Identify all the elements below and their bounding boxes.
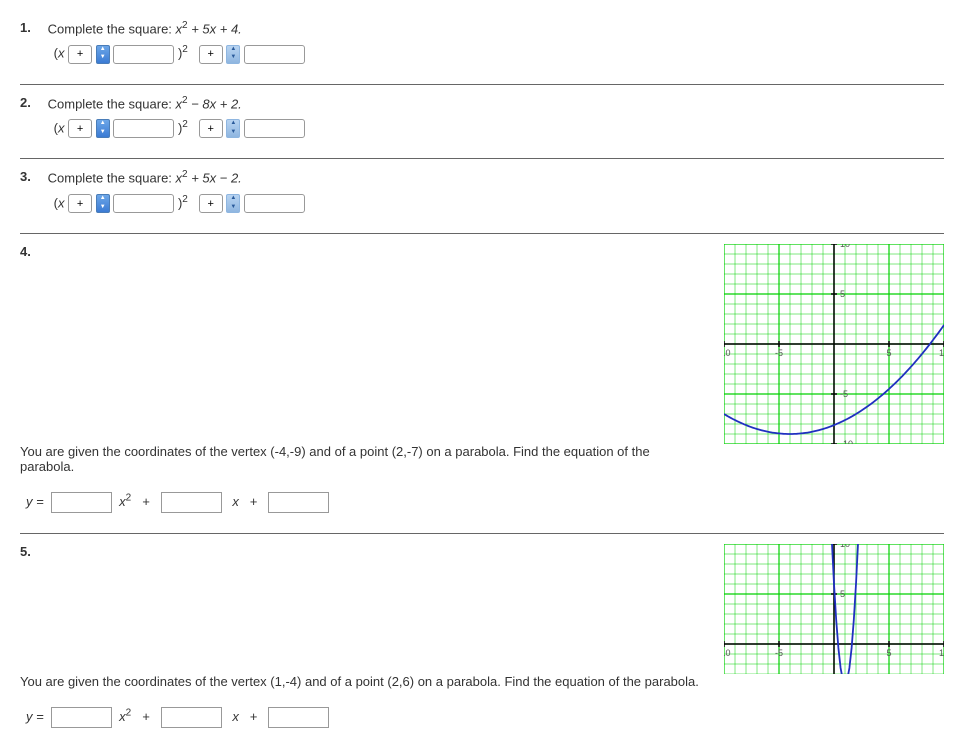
problem-4: -10-10-5-5551010 4. You are given the co… bbox=[20, 234, 944, 534]
sign1-stepper[interactable]: ▲ ▼ bbox=[96, 45, 110, 64]
problem-prompt: You are given the coordinates of the ver… bbox=[20, 674, 700, 689]
problem-5: -10-5551010 5. You are given the coordin… bbox=[20, 534, 944, 728]
parabola-graph: -10-5551010 bbox=[724, 544, 944, 674]
problem-number: 1. bbox=[20, 20, 44, 35]
sign1-input[interactable] bbox=[68, 194, 92, 213]
coef-b-input[interactable] bbox=[161, 492, 222, 513]
sign1-input[interactable] bbox=[68, 119, 92, 138]
problem-prompt: Complete the square: x2 − 8x + 2. bbox=[48, 95, 942, 111]
svg-text:10: 10 bbox=[840, 244, 850, 249]
sign2-stepper-down[interactable]: ▼ bbox=[227, 129, 239, 138]
coef-b-input[interactable] bbox=[161, 707, 222, 728]
h-input[interactable] bbox=[113, 194, 174, 213]
sign2-input[interactable] bbox=[199, 119, 223, 138]
svg-text:-5: -5 bbox=[775, 348, 783, 358]
h-input[interactable] bbox=[113, 119, 174, 138]
problem-3: 3. Complete the square: x2 + 5x − 2. (x … bbox=[20, 159, 944, 234]
k-input[interactable] bbox=[244, 45, 305, 64]
sign1-stepper-up[interactable]: ▲ bbox=[97, 46, 109, 55]
k-input[interactable] bbox=[244, 194, 305, 213]
answer-row: (x ▲ ▼ )2 ▲ ▼ bbox=[54, 194, 942, 213]
sign2-stepper-down[interactable]: ▼ bbox=[227, 54, 239, 63]
sign2-stepper-up[interactable]: ▲ bbox=[227, 46, 239, 55]
sign1-stepper-up[interactable]: ▲ bbox=[97, 195, 109, 204]
sign1-input[interactable] bbox=[68, 45, 92, 64]
sign2-stepper-down[interactable]: ▼ bbox=[227, 204, 239, 213]
sign1-stepper-down[interactable]: ▼ bbox=[97, 204, 109, 213]
problem-number: 2. bbox=[20, 95, 44, 110]
coef-c-input[interactable] bbox=[268, 707, 329, 728]
problem-2: 2. Complete the square: x2 − 8x + 2. (x … bbox=[20, 85, 944, 160]
problem-prompt: You are given the coordinates of the ver… bbox=[20, 444, 700, 474]
svg-text:-10: -10 bbox=[724, 348, 731, 358]
answer-row: (x ▲ ▼ )2 ▲ ▼ bbox=[54, 119, 942, 138]
coef-c-input[interactable] bbox=[268, 492, 329, 513]
parabola-graph: -10-10-5-5551010 bbox=[724, 244, 944, 444]
svg-text:10: 10 bbox=[840, 544, 850, 549]
sign2-stepper-up[interactable]: ▲ bbox=[227, 195, 239, 204]
sign2-stepper-up[interactable]: ▲ bbox=[227, 120, 239, 129]
sign2-input[interactable] bbox=[199, 194, 223, 213]
problem-number: 3. bbox=[20, 169, 44, 184]
equation-row: y = x2 + x + bbox=[26, 492, 914, 513]
problem-number: 4. bbox=[20, 244, 44, 259]
problem-1: 1. Complete the square: x2 + 5x + 4. (x … bbox=[20, 10, 944, 85]
equation-row: y = x2 + x + bbox=[26, 707, 914, 728]
sign1-stepper-down[interactable]: ▼ bbox=[97, 54, 109, 63]
k-input[interactable] bbox=[244, 119, 305, 138]
coef-a-input[interactable] bbox=[51, 492, 112, 513]
sign1-stepper[interactable]: ▲ ▼ bbox=[96, 119, 110, 138]
svg-text:5: 5 bbox=[840, 589, 845, 599]
sign2-input[interactable] bbox=[199, 45, 223, 64]
svg-text:10: 10 bbox=[939, 348, 944, 358]
svg-text:-5: -5 bbox=[840, 389, 848, 399]
sign1-stepper[interactable]: ▲ ▼ bbox=[96, 194, 110, 213]
problem-prompt: Complete the square: x2 + 5x − 2. bbox=[48, 169, 942, 185]
sign2-stepper[interactable]: ▲ ▼ bbox=[226, 119, 240, 138]
answer-row: (x ▲ ▼ )2 ▲ ▼ bbox=[54, 44, 942, 63]
sign2-stepper[interactable]: ▲ ▼ bbox=[226, 194, 240, 213]
sign2-stepper[interactable]: ▲ ▼ bbox=[226, 45, 240, 64]
problem-prompt: Complete the square: x2 + 5x + 4. bbox=[48, 20, 942, 36]
h-input[interactable] bbox=[113, 45, 174, 64]
coef-a-input[interactable] bbox=[51, 707, 112, 728]
svg-text:5: 5 bbox=[886, 348, 891, 358]
problem-number: 5. bbox=[20, 544, 44, 559]
sign1-stepper-up[interactable]: ▲ bbox=[97, 120, 109, 129]
svg-text:5: 5 bbox=[840, 289, 845, 299]
sign1-stepper-down[interactable]: ▼ bbox=[97, 129, 109, 138]
